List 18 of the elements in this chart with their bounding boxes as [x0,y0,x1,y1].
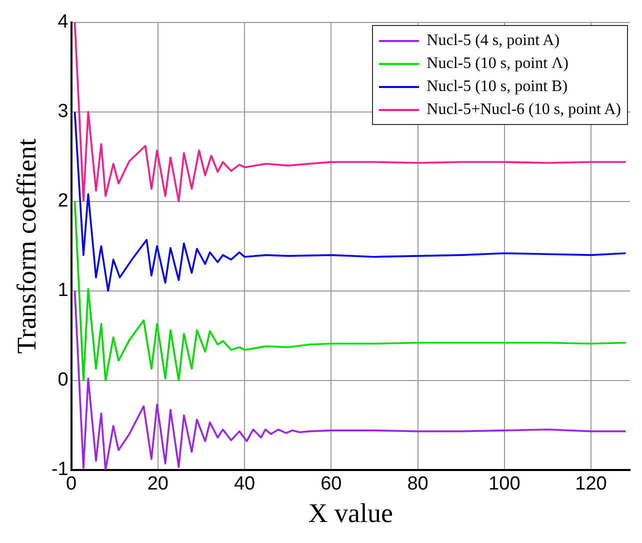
y-axis-title: Transform coeffient [11,138,42,354]
x-tick-label: 40 [234,473,256,494]
y-tick-label: 4 [58,12,69,33]
y-tick-label: 2 [58,190,68,212]
legend-label: Nucl-5 (4 s, point A) [426,31,560,52]
x-tick-label: 20 [147,473,168,494]
x-axis-title: X value [308,498,394,528]
x-tick-label: 80 [407,473,428,494]
legend-label: Nucl-5 (10 s, point B) [426,77,568,98]
y-tick-label: 0 [58,370,68,391]
y-tick-label: -1 [51,459,68,480]
legend-label: Nucl-5+Nucl-6 (10 s, point A) [426,100,621,120]
y-tick-label: 3 [58,101,68,122]
x-tick-label: 60 [320,473,342,494]
x-tick-label: 120 [575,473,607,494]
x-tick-label: 100 [488,473,520,494]
y-tick-label: 1 [58,280,68,302]
legend-label: Nucl-5 (10 s, point Λ) [426,54,568,74]
